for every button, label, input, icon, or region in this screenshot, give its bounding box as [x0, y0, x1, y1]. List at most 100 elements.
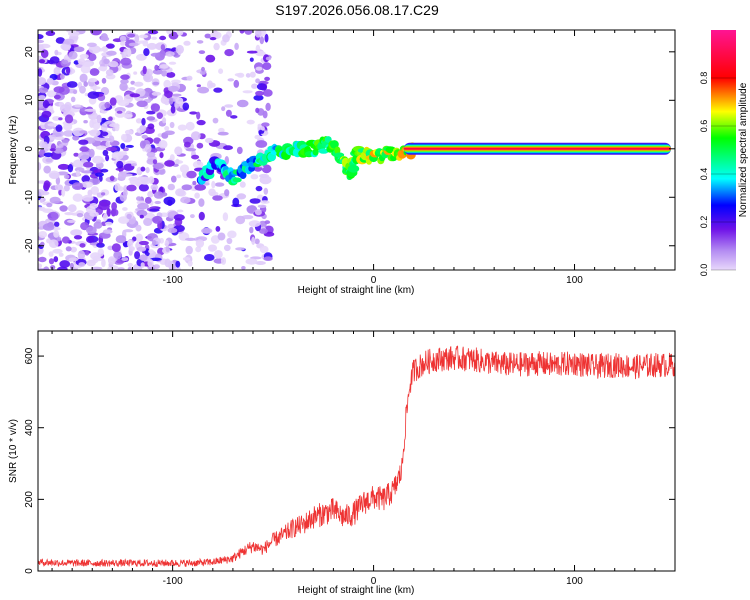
noise-blob: [103, 58, 110, 65]
noise-blob: [161, 70, 168, 77]
noise-blob: [108, 116, 113, 122]
noise-blob: [126, 213, 132, 219]
noise-blob: [120, 41, 126, 46]
noise-blob: [73, 235, 83, 240]
noise-blob: [232, 197, 240, 207]
noise-blob: [156, 112, 163, 119]
noise-blob: [182, 257, 191, 261]
noise-blob: [150, 184, 159, 191]
noise-blob: [128, 87, 136, 91]
noise-blob: [48, 258, 55, 265]
noise-blob: [184, 141, 191, 148]
noise-blob: [150, 52, 161, 57]
noise-blob: [170, 105, 176, 114]
noise-blob: [41, 110, 52, 118]
noise-blob: [38, 59, 46, 64]
noise-blob: [136, 196, 142, 201]
noise-blob: [42, 100, 50, 109]
spectrogram-y-tick-label: -20: [24, 238, 35, 253]
noise-blob: [153, 191, 164, 199]
noise-blob: [38, 189, 45, 197]
spectrogram-x-tick-label: 100: [566, 275, 583, 286]
noise-blob: [46, 202, 53, 208]
noise-blob: [61, 59, 69, 65]
noise-blob: [139, 214, 144, 219]
noise-blob: [38, 68, 43, 77]
noise-blob: [115, 167, 125, 171]
noise-blob: [119, 82, 128, 92]
noise-blob: [234, 73, 242, 77]
noise-blob: [100, 137, 112, 142]
noise-blob: [77, 250, 86, 260]
noise-blob: [72, 182, 84, 191]
noise-blob: [255, 107, 260, 114]
noise-blob: [49, 196, 61, 204]
noise-blob: [165, 245, 170, 253]
noise-blob: [68, 257, 79, 262]
noise-blob: [49, 148, 56, 152]
noise-blob: [95, 172, 104, 177]
noise-blob: [86, 226, 97, 235]
colorbar-tick-label: 0.8: [699, 72, 709, 85]
noise-blob: [139, 254, 148, 261]
noise-blob: [70, 96, 76, 103]
noise-blob: [245, 258, 258, 265]
noise-blob: [143, 73, 154, 83]
noise-blob: [38, 87, 49, 94]
noise-blob: [203, 182, 210, 186]
noise-blob: [141, 117, 146, 126]
noise-blob: [215, 226, 221, 232]
noise-blob: [79, 130, 88, 134]
snr-y-tick-label: 600: [24, 347, 35, 364]
snr-frame: [37, 330, 676, 572]
noise-blob: [264, 33, 269, 43]
noise-blob: [198, 198, 205, 207]
noise-blob: [205, 137, 214, 144]
snr-series-line: [38, 345, 675, 568]
noise-blob: [49, 239, 59, 248]
noise-blob: [45, 158, 53, 163]
noise-blob: [68, 31, 80, 37]
noise-blob: [251, 236, 256, 245]
noise-blob: [166, 30, 172, 35]
noise-blob: [148, 249, 155, 254]
noise-blob: [77, 58, 86, 65]
noise-blob: [250, 174, 259, 180]
noise-blob: [255, 185, 263, 192]
noise-blob: [48, 170, 60, 180]
noise-blob: [126, 184, 137, 192]
noise-blob: [164, 130, 175, 136]
noise-blob: [137, 202, 149, 210]
noise-blob: [127, 33, 136, 38]
noise-blob: [107, 256, 116, 265]
noise-blob: [79, 73, 88, 83]
noise-blob: [140, 166, 146, 172]
noise-blob: [46, 90, 56, 98]
noise-blob: [101, 258, 106, 268]
noise-blob: [199, 70, 206, 75]
noise-blob: [122, 147, 129, 152]
noise-blob: [158, 140, 168, 149]
noise-blob: [160, 96, 168, 104]
snr-x-tick-label: -100: [163, 576, 183, 587]
noise-blob: [102, 213, 108, 222]
noise-blob: [176, 30, 184, 36]
snr-x-tick-label: 100: [566, 576, 583, 587]
noise-blob: [88, 45, 101, 54]
noise-blob: [87, 91, 100, 99]
noise-blob: [127, 266, 133, 270]
noise-blob: [135, 118, 143, 124]
noise-blob: [189, 111, 198, 115]
noise-blob: [201, 227, 213, 234]
noise-blob: [198, 211, 205, 221]
noise-blob: [104, 101, 111, 109]
noise-blob: [186, 170, 197, 179]
noise-blob: [226, 237, 233, 245]
noise-blob: [223, 145, 233, 151]
noise-blob: [105, 221, 113, 226]
noise-blob: [249, 71, 256, 78]
noise-blob: [246, 119, 255, 125]
noise-blob: [152, 162, 164, 170]
noise-blob: [133, 81, 144, 87]
